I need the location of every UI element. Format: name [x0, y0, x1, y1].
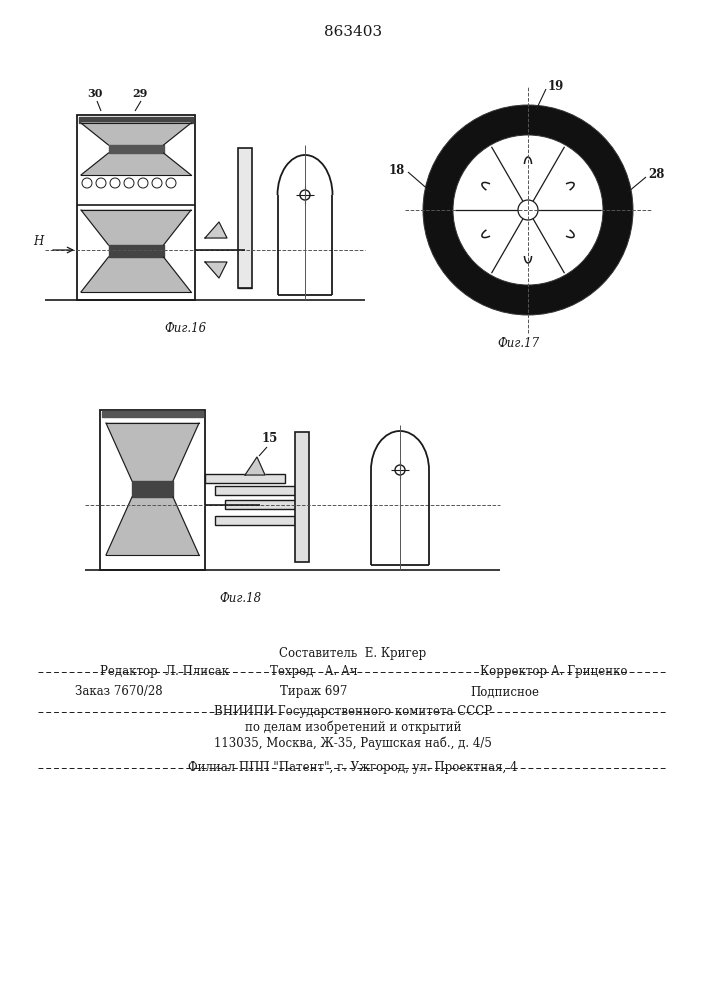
- Text: Подписное: Подписное: [470, 686, 539, 698]
- Polygon shape: [108, 245, 163, 257]
- Polygon shape: [102, 411, 203, 417]
- Polygon shape: [81, 257, 191, 292]
- Wedge shape: [423, 105, 633, 315]
- Polygon shape: [132, 481, 173, 497]
- Bar: [295, 432, 309, 562]
- Polygon shape: [79, 117, 193, 123]
- Bar: [215, 516, 295, 525]
- Text: Корректор А. Гриценко: Корректор А. Гриценко: [480, 664, 628, 678]
- Bar: [100, 410, 205, 570]
- Text: 18: 18: [389, 163, 405, 176]
- Text: Филиал ППП "Патент", г. Ужгород, ул. Проектная, 4: Филиал ППП "Патент", г. Ужгород, ул. Про…: [188, 760, 518, 774]
- Text: 863403: 863403: [324, 25, 382, 39]
- Text: Составитель  Е. Кригер: Составитель Е. Кригер: [279, 648, 426, 660]
- Polygon shape: [108, 145, 163, 153]
- Polygon shape: [81, 123, 191, 145]
- Text: ВНИИПИ Государственного комитета СССР: ВНИИПИ Государственного комитета СССР: [214, 704, 492, 718]
- Bar: [225, 500, 305, 509]
- Bar: [205, 474, 285, 483]
- Text: 28: 28: [648, 168, 665, 182]
- Polygon shape: [245, 457, 265, 475]
- Text: Фиг.18: Фиг.18: [219, 592, 261, 605]
- Text: H: H: [33, 235, 43, 248]
- Bar: [238, 148, 252, 288]
- Bar: [215, 486, 295, 495]
- Polygon shape: [205, 222, 227, 238]
- Text: Заказ 7670/28: Заказ 7670/28: [75, 686, 163, 698]
- Text: 19: 19: [548, 81, 564, 94]
- Text: по делам изобретений и открытий: по делам изобретений и открытий: [245, 720, 461, 734]
- Text: Фиг.17: Фиг.17: [497, 337, 539, 350]
- Text: 30: 30: [87, 88, 103, 99]
- Text: Редактор  Л. Плисак: Редактор Л. Плисак: [100, 664, 229, 678]
- Text: 29: 29: [132, 88, 148, 99]
- Polygon shape: [106, 497, 199, 555]
- Bar: [77, 115, 195, 300]
- Polygon shape: [106, 423, 199, 481]
- Polygon shape: [81, 210, 191, 245]
- Text: Техред   А. Ач: Техред А. Ач: [270, 664, 358, 678]
- Polygon shape: [81, 153, 191, 175]
- Text: Тираж 697: Тираж 697: [280, 686, 347, 698]
- Text: 113035, Москва, Ж-35, Раушская наб., д. 4/5: 113035, Москва, Ж-35, Раушская наб., д. …: [214, 736, 492, 750]
- Text: 15: 15: [262, 432, 278, 445]
- Polygon shape: [205, 262, 227, 278]
- Text: Фиг.16: Фиг.16: [164, 322, 206, 335]
